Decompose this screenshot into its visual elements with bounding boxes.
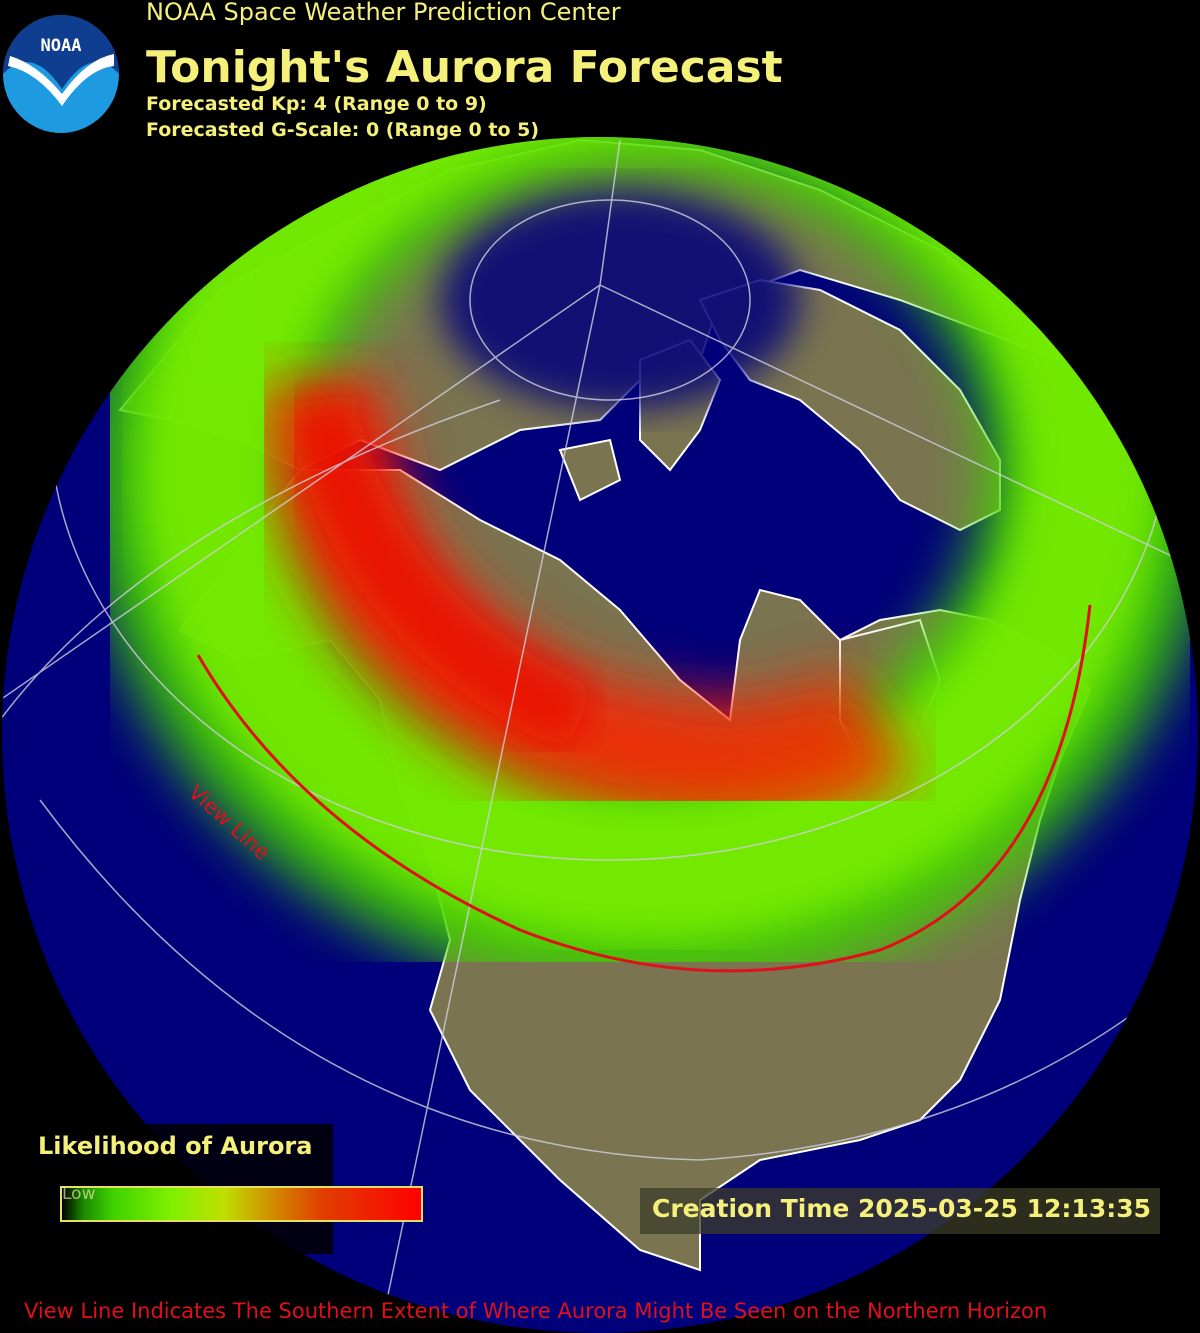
legend: Likelihood of Aurora Low [18,1124,423,1254]
view-line-caption: View Line Indicates The Southern Extent … [24,1299,1048,1323]
creation-time: Creation Time 2025-03-25 12:13:35 [652,1194,1152,1223]
legend-color-bar [60,1186,423,1222]
kp-forecast: Forecasted Kp: 4 (Range 0 to 9) [146,93,487,115]
page-title: Tonight's Aurora Forecast [146,42,783,93]
g-scale-forecast: Forecasted G-Scale: 0 (Range 0 to 5) [146,119,540,141]
svg-text:NOAA: NOAA [41,36,82,56]
legend-low-label: Low [62,1184,96,1204]
organization-name: NOAA Space Weather Prediction Center [146,0,621,26]
legend-title: Likelihood of Aurora [38,1132,313,1160]
view-line [196,604,1092,973]
aurora-oval [85,137,1198,995]
creation-time-box [640,1188,1160,1234]
noaa-logo: NOAA [3,15,119,133]
